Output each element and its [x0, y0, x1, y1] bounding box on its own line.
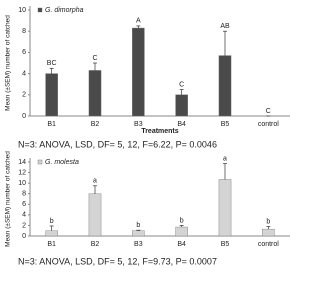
- x-tick-label: control: [258, 121, 279, 128]
- bar: [88, 70, 102, 117]
- y-axis-label: Mean (±SEM) number of catched: [5, 15, 12, 111]
- significance-letter: C: [179, 81, 184, 88]
- x-tick-label: B5: [221, 121, 230, 128]
- bar: [218, 55, 232, 117]
- significance-letter: a: [93, 178, 97, 185]
- caption: N=3: ANOVA, LSD, DF= 5, 12, F=6.22, P= 0…: [18, 139, 217, 149]
- bar: [175, 226, 188, 237]
- legend-label: G. molesta: [45, 159, 79, 166]
- x-tick-label: B1: [47, 121, 56, 128]
- legend-swatch: [37, 159, 43, 165]
- significance-letter: a: [223, 155, 227, 162]
- chart: 0 2 4 6 8 10 Mean (±SEM) number of catched G. d…: [5, 6, 290, 266]
- significance-letter: A: [136, 18, 141, 25]
- y-tick-label: 6: [22, 201, 26, 208]
- bar: [88, 193, 102, 237]
- significance-letter: b: [136, 222, 140, 229]
- significance-letter: C: [266, 108, 271, 115]
- caption: N=3: ANOVA, LSD, DF= 5, 12, F=9.73, P= 0…: [18, 256, 217, 266]
- y-tick-label: 8: [22, 191, 26, 198]
- x-tick-label: control: [258, 241, 279, 248]
- x-tick-label: B3: [134, 121, 143, 128]
- y-tick-label: 4: [22, 70, 26, 77]
- y-tick-label: 10: [18, 180, 26, 187]
- y-tick-label: 12: [18, 169, 26, 176]
- y-tick-label: 2: [22, 222, 26, 229]
- bar: [132, 27, 145, 117]
- x-tick-label: B2: [91, 121, 100, 128]
- x-tick-label: B1: [47, 241, 56, 248]
- x-tick-label: B2: [91, 241, 100, 248]
- legend-label: G. dimorpha: [45, 7, 84, 14]
- x-tick-label: B4: [177, 241, 186, 248]
- y-tick-label: 2: [22, 92, 26, 99]
- y-tick-label: 14: [18, 159, 26, 166]
- significance-letter: b: [180, 217, 184, 224]
- y-axis-label: Mean (±SEM) number of catched: [5, 151, 12, 247]
- y-tick-label: 10: [18, 7, 26, 14]
- bar: [45, 230, 58, 237]
- y-tick-label: 0: [22, 113, 26, 120]
- y-tick-label: 6: [22, 49, 26, 56]
- y-tick-label: 4: [22, 212, 26, 219]
- significance-letter: b: [50, 218, 54, 225]
- legend-swatch: [37, 7, 43, 13]
- x-tick-label: B3: [134, 241, 143, 248]
- bar: [132, 230, 145, 237]
- bar: [45, 73, 58, 117]
- y-tick-label: 8: [22, 28, 26, 35]
- bar: [218, 179, 232, 237]
- x-tick-label: B5: [221, 241, 230, 248]
- bar: [175, 94, 188, 117]
- bar: [262, 228, 275, 237]
- y-tick-label: 0: [22, 233, 26, 240]
- x-tick-label: B4: [177, 121, 186, 128]
- significance-letter: C: [92, 55, 97, 62]
- significance-letter: BC: [47, 60, 57, 67]
- x-axis-label: Treatments: [141, 128, 178, 135]
- significance-letter: AB: [220, 23, 230, 30]
- significance-letter: b: [266, 218, 270, 225]
